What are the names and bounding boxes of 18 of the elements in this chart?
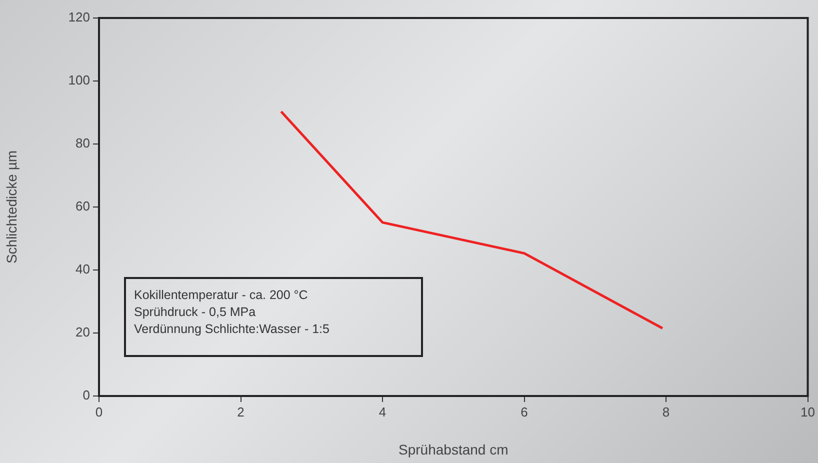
x-tick-label: 0	[95, 404, 103, 420]
y-tick-label: 40	[76, 262, 90, 277]
annotation: Verdünnung Schlichte:Wasser - 1:5	[134, 321, 330, 338]
y-tick-label: 20	[76, 324, 90, 340]
annotation: Kokillentemperatur - ca. 200 °C	[134, 287, 309, 304]
x-axis-title: Sprühabstand cm	[398, 441, 508, 458]
y-tick-label: 0	[82, 388, 90, 403]
annotation: Sprühdruck - 0,5 MPa	[134, 304, 257, 321]
y-axis-title: Schlichtedicke µm	[3, 150, 20, 264]
y-tick-label: 100	[68, 72, 90, 88]
y-tick-label: 80	[76, 136, 90, 151]
y-tick-label: 60	[76, 198, 90, 214]
x-tick-label: 6	[520, 404, 528, 420]
x-tick-label: 4	[378, 404, 386, 420]
x-tick-label: 10	[800, 404, 816, 420]
x-tick-label: 2	[237, 404, 244, 420]
y-tick-label: 120	[68, 10, 90, 25]
x-tick-label: 8	[662, 404, 670, 420]
